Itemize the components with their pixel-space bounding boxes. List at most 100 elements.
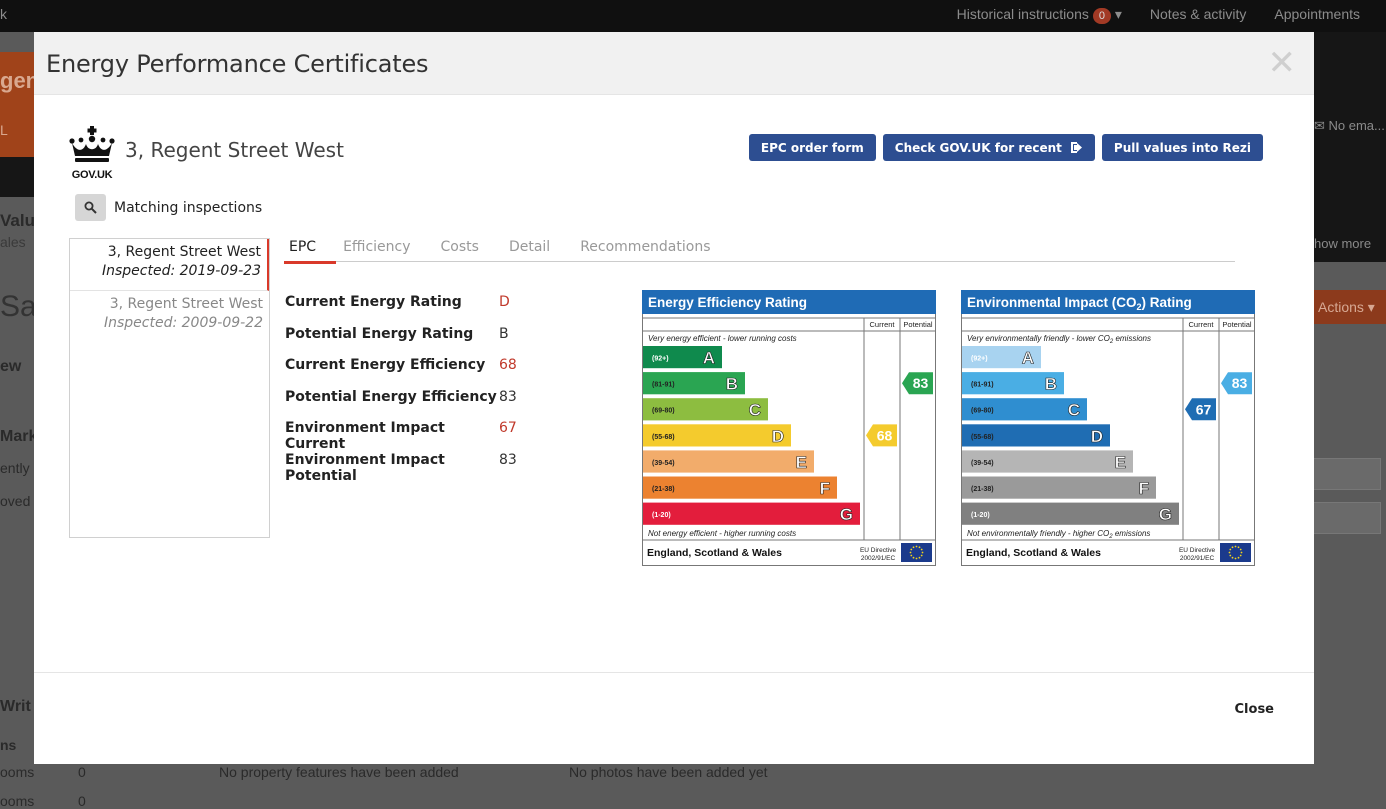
footer-region: England, Scotland & Wales <box>966 547 1101 559</box>
property-row: Current Energy Efficiency 68 <box>285 357 517 389</box>
tab-epc[interactable]: EPC <box>284 236 337 264</box>
band-letter-d: D <box>1091 427 1103 446</box>
band-letter-a: A <box>703 349 715 368</box>
inspection-date: Inspected: 2019-09-23 <box>101 263 261 279</box>
eu-star <box>921 551 924 554</box>
close-icon[interactable]: ✕ <box>1267 44 1297 82</box>
current-rating-value: 67 <box>1196 401 1212 417</box>
band-letter-c: C <box>749 401 761 420</box>
bottom-note-text: Not energy efficient - higher running co… <box>648 529 796 538</box>
chart-title-bar <box>961 290 1255 314</box>
eu-star <box>1239 554 1242 557</box>
actions-label: Actions <box>1318 299 1364 315</box>
property-row: Current Energy Rating D <box>285 294 517 326</box>
govuk-text: GOV.UK <box>71 169 113 181</box>
band-letter-b: B <box>1045 375 1057 394</box>
l-fragment: L <box>0 122 8 138</box>
tab-costs[interactable]: Costs <box>440 239 479 255</box>
band-range-label: (39-54) <box>652 460 675 467</box>
band-bar-e <box>962 450 1133 473</box>
eu-star <box>915 545 918 548</box>
crown-icon <box>69 126 115 162</box>
bottom-note: Not environmentally friendly - higher CO… <box>967 529 1150 540</box>
right-panel: ✉ No ema... how more <box>1314 32 1386 262</box>
band-bar-c <box>962 398 1087 421</box>
top-note: Very environmentally friendly - lower CO… <box>967 334 1151 345</box>
band-letter-g: G <box>1159 505 1172 524</box>
top-nav: Historical instructions 0 ▾ Notes & activ… <box>957 0 1386 28</box>
email-fragment: ✉ No ema... <box>1314 118 1385 133</box>
background-select-1[interactable] <box>1314 458 1381 490</box>
band-letter-f: F <box>820 479 830 498</box>
eu-star <box>1229 554 1232 557</box>
nav-notes-activity[interactable]: Notes & activity <box>1149 6 1247 22</box>
top-note-end: emissions <box>1113 334 1151 343</box>
top-note-text: Very environmentally friendly - lower CO <box>967 334 1110 343</box>
eu-star <box>909 551 912 554</box>
overview-tab-fragment[interactable]: ew <box>0 358 22 375</box>
potential-rating-arrow <box>902 372 933 395</box>
button-label: Check GOV.UK for recent <box>894 140 1062 155</box>
epc-order-form-button[interactable]: EPC order form <box>748 134 876 161</box>
inspection-item-2019[interactable]: 3, Regent Street West Inspected: 2019-09… <box>70 239 269 291</box>
valuation-fragment: Valua <box>0 211 45 230</box>
property-row: Potential Energy Efficiency 83 <box>285 389 517 421</box>
eu-directive-number: 2002/91/EC <box>1180 555 1215 562</box>
property-row: Potential Energy Rating B <box>285 326 517 358</box>
footer-region: England, Scotland & Wales <box>647 547 782 559</box>
potential-column-label: Potential <box>1222 320 1252 329</box>
eu-directive-label: EU Directive <box>860 547 897 554</box>
inspection-list: 3, Regent Street West Inspected: 2019-09… <box>69 238 270 538</box>
band-bar-f <box>962 476 1156 499</box>
band-range-label: (55-68) <box>971 434 994 441</box>
eu-star <box>920 548 923 551</box>
button-label: EPC order form <box>760 140 864 155</box>
govuk-logo: GOV.UK <box>68 126 116 181</box>
band-range-label: (81-91) <box>971 382 994 389</box>
current-column-label: Current <box>869 320 895 329</box>
rooms-label-1: ooms <box>0 764 35 780</box>
show-more-link[interactable]: how more <box>1314 236 1372 251</box>
band-range-label: (21-38) <box>971 486 994 493</box>
tab-recommendations[interactable]: Recommendations <box>580 239 711 255</box>
writeup-fragment: Writ <box>0 698 31 715</box>
nav-appointments[interactable]: Appointments <box>1274 6 1360 22</box>
property-address: 3, Regent Street West <box>125 138 344 162</box>
tab-efficiency[interactable]: Efficiency <box>343 239 411 255</box>
band-letter-g: G <box>840 505 853 524</box>
sa-fragment: Sa <box>0 290 37 323</box>
close-button[interactable]: Close <box>1229 701 1280 718</box>
nav-historical-instructions[interactable]: Historical instructions 0 ▾ <box>957 0 1122 28</box>
search-button[interactable] <box>75 194 106 221</box>
background-select-2[interactable] <box>1314 502 1381 534</box>
count-badge: 0 <box>1092 8 1111 24</box>
band-bar-b <box>643 372 745 395</box>
band-letter-a: A <box>1022 349 1034 368</box>
band-letter-c: C <box>1068 401 1080 420</box>
chart-title-text: Energy Efficiency Rating <box>648 295 807 310</box>
current-column-label: Current <box>1188 320 1214 329</box>
caret-down-icon[interactable]: ▾ <box>1114 6 1122 22</box>
band-range-label: (21-38) <box>652 486 675 493</box>
top-note-text: Very energy efficient - lower running co… <box>648 334 797 343</box>
top-note: Very energy efficient - lower running co… <box>648 334 797 343</box>
bottom-note: Not energy efficient - higher running co… <box>648 529 796 538</box>
button-label: Pull values into Rezi <box>1113 140 1251 155</box>
no-features-text: No property features have been added <box>219 764 459 780</box>
nav-fragment[interactable]: k <box>0 6 7 22</box>
email-text: No ema... <box>1328 118 1385 133</box>
external-link-icon <box>1070 142 1082 153</box>
tab-detail[interactable]: Detail <box>508 239 551 255</box>
property-row: Environment Impact Current 67 <box>285 420 517 452</box>
band-bar-f <box>643 476 837 499</box>
check-govuk-button[interactable]: Check GOV.UK for recent <box>882 134 1095 161</box>
actions-button[interactable]: Actions ▾ <box>1314 290 1386 324</box>
eu-star <box>910 548 913 551</box>
pull-values-button[interactable]: Pull values into Rezi <box>1101 134 1263 161</box>
property-value: 83 <box>499 451 517 468</box>
inspection-item-2009[interactable]: 3, Regent Street West Inspected: 2009-09… <box>70 291 269 343</box>
band-letter-f: F <box>1139 479 1149 498</box>
potential-rating-value: 83 <box>913 375 929 391</box>
band-bar-e <box>643 450 814 473</box>
property-label: Potential Energy Efficiency <box>285 388 497 405</box>
